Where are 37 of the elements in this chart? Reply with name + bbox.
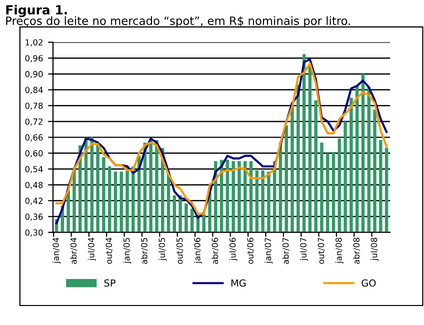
chart-title: Figura 1. bbox=[6, 4, 67, 18]
x-tick-label: out/05 bbox=[176, 238, 184, 264]
legend-label: SP bbox=[104, 279, 116, 287]
x-tick-label: jul/06 bbox=[229, 238, 238, 261]
legend-label: GO bbox=[362, 279, 376, 287]
y-tick-label: 0,42 bbox=[25, 198, 42, 205]
y-tick-label: 0,96 bbox=[25, 55, 43, 62]
y-tick-label: 0,84 bbox=[25, 86, 43, 94]
x-tick-label: abr/08 bbox=[353, 238, 360, 264]
y-tick-label: 0,36 bbox=[25, 214, 43, 221]
y-tick-label: 0,60 bbox=[25, 150, 43, 158]
x-tick-label: out/06 bbox=[247, 238, 254, 264]
y-tick-label: 1,02 bbox=[26, 39, 42, 46]
y-tick-label: 0,30 bbox=[25, 229, 43, 237]
x-tick-label: out/04 bbox=[106, 238, 113, 264]
x-tick-label: jan/06 bbox=[194, 238, 202, 264]
y-tick-label: 0,48 bbox=[25, 182, 43, 189]
x-tick-label: jul/08 bbox=[370, 238, 379, 261]
x-tick-label: abr/06 bbox=[212, 238, 219, 264]
y-tick-label: 0,78 bbox=[25, 102, 43, 110]
chart-subtitle: Preços do leite no mercado “spot”, em R$ nominais por litro. bbox=[6, 16, 350, 28]
x-tick-label: jul/07 bbox=[300, 238, 308, 261]
x-tick-label: out/07 bbox=[318, 238, 325, 264]
x-tick-label: jan/07 bbox=[264, 238, 273, 264]
x-tick-label: jan/08 bbox=[335, 238, 344, 264]
x-tick-label: abr/07 bbox=[282, 238, 290, 264]
legend-label: MG bbox=[231, 279, 246, 287]
x-tick-label: jul/05 bbox=[158, 238, 167, 261]
y-tick-label: 0,54 bbox=[25, 166, 43, 174]
x-tick-label: jan/04 bbox=[52, 238, 61, 264]
x-tick-label: abr/05 bbox=[140, 238, 148, 264]
x-tick-label: jul/04 bbox=[88, 238, 96, 261]
y-tick-label: 0,66 bbox=[25, 134, 43, 142]
y-tick-label: 0,72 bbox=[25, 118, 42, 126]
y-tick-label: 0,90 bbox=[25, 70, 43, 78]
x-tick-label: jan/05 bbox=[123, 238, 132, 264]
x-tick-label: abr/04 bbox=[70, 238, 78, 264]
